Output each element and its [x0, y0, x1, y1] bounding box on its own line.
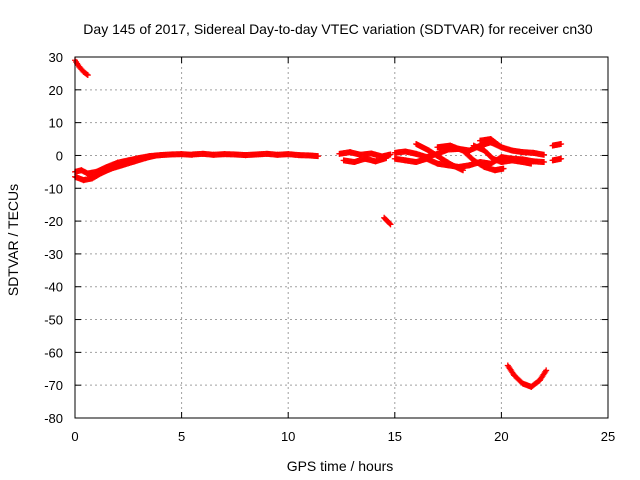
- data-point: [387, 221, 394, 228]
- y-tick-label: -20: [44, 214, 63, 229]
- x-tick-label: 20: [494, 429, 508, 444]
- x-tick-label: 0: [71, 429, 78, 444]
- data-point: [543, 367, 550, 374]
- y-tick-label: -40: [44, 280, 63, 295]
- y-tick-label: 10: [49, 116, 63, 131]
- x-tick-label: 25: [601, 429, 615, 444]
- y-tick-label: 0: [56, 148, 63, 163]
- data-series: [72, 57, 565, 390]
- data-point: [497, 143, 504, 150]
- data-point: [83, 71, 90, 78]
- y-tick-label: -50: [44, 313, 63, 328]
- x-axis-ticks: 0 5 10 15 20 25: [71, 57, 615, 444]
- data-point: [500, 165, 507, 172]
- x-tick-label: 5: [178, 429, 185, 444]
- data-point: [387, 151, 394, 158]
- y-tick-label: -60: [44, 345, 63, 360]
- chart-title: Day 145 of 2017, Sidereal Day-to-day VTE…: [83, 21, 593, 37]
- y-tick-label: -10: [44, 181, 63, 196]
- y-axis-ticks: 30 20 10 0 -10 -20 -30 -40 -50 -60 -70 -80: [44, 50, 608, 426]
- x-tick-label: 10: [281, 429, 295, 444]
- data-point: [498, 144, 505, 151]
- y-tick-label: 30: [49, 50, 63, 65]
- data-point: [528, 160, 535, 167]
- y-tick-label: 20: [49, 83, 63, 98]
- y-tick-label: -80: [44, 411, 63, 426]
- data-point: [541, 159, 548, 166]
- plot-frame: [74, 56, 609, 419]
- x-axis-label: GPS time / hours: [287, 458, 394, 474]
- y-tick-label: -30: [44, 247, 63, 262]
- data-point: [460, 167, 467, 174]
- data-point: [153, 152, 160, 159]
- data-point: [558, 140, 565, 147]
- y-axis-label: SDTVAR / TECUs: [5, 184, 21, 296]
- data-point: [558, 155, 565, 162]
- data-point: [541, 151, 548, 158]
- x-tick-label: 15: [388, 429, 402, 444]
- data-point: [315, 153, 322, 160]
- data-point: [386, 220, 393, 227]
- data-point: [84, 72, 91, 79]
- data-point: [383, 155, 390, 162]
- y-tick-label: -70: [44, 378, 63, 393]
